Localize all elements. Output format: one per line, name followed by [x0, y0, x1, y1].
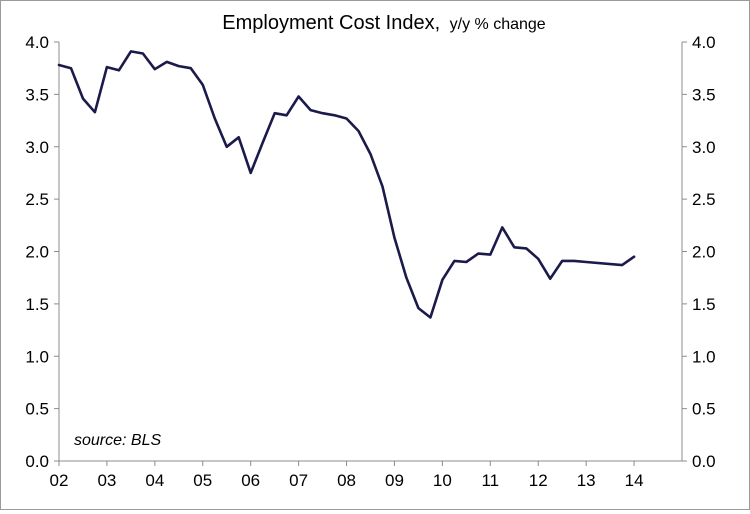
y-tick-label-left: 1.5 — [25, 295, 49, 314]
y-tick-label-right: 4.0 — [692, 33, 716, 52]
y-tick-label-right: 0.0 — [692, 452, 716, 471]
series-line — [57, 50, 636, 319]
x-tick-label: 10 — [433, 471, 452, 490]
x-tick-label: 05 — [193, 471, 212, 490]
x-tick-label: 06 — [241, 471, 260, 490]
y-tick-label-left: 1.0 — [25, 347, 49, 366]
x-tick-label: 12 — [529, 471, 548, 490]
source-note: source: BLS — [74, 432, 161, 449]
y-tick-label-right: 2.5 — [692, 190, 716, 209]
chart-title: Employment Cost Index, y/y % change — [222, 12, 545, 34]
y-tick-label-left: 0.5 — [25, 400, 49, 419]
x-tick-label: 07 — [289, 471, 308, 490]
x-tick-label: 13 — [577, 471, 596, 490]
axes — [58, 42, 683, 462]
x-tick-label: 14 — [625, 471, 644, 490]
chart-title-main: Employment Cost Index, — [222, 12, 440, 34]
y-tick-label-right: 0.5 — [692, 400, 716, 419]
y-tick-label-right: 2.0 — [692, 243, 716, 262]
x-tick-label: 09 — [385, 471, 404, 490]
y-tick-label-left: 0.0 — [25, 452, 49, 471]
x-tick-label: 08 — [337, 471, 356, 490]
y-tick-label-right: 3.5 — [692, 85, 716, 104]
y-tick-label-right: 1.5 — [692, 295, 716, 314]
y-ticks-right: 0.0 0.5 1.0 1.5 2.0 2.5 3.0 3.5 4.0 — [682, 33, 716, 471]
y-tick-label-left: 4.0 — [25, 33, 49, 52]
y-tick-label-right: 3.0 — [692, 138, 716, 157]
y-tick-label-left: 3.5 — [25, 85, 49, 104]
x-tick-label: 02 — [50, 471, 69, 490]
x-tick-label: 11 — [481, 471, 499, 490]
x-ticks: 02 03 04 05 06 07 08 09 10 11 12 13 14 — [50, 461, 644, 490]
series-group — [57, 50, 636, 319]
y-tick-label-left: 2.0 — [25, 243, 49, 262]
x-tick-label: 03 — [97, 471, 116, 490]
chart-subtitle: y/y % change — [450, 16, 546, 33]
y-tick-label-left: 2.5 — [25, 190, 49, 209]
x-tick-label: 04 — [145, 471, 164, 490]
y-tick-label-left: 3.0 — [25, 138, 49, 157]
y-tick-label-right: 1.0 — [692, 347, 716, 366]
y-ticks-left: 0.0 0.5 1.0 1.5 2.0 2.5 3.0 3.5 4.0 — [25, 33, 59, 471]
